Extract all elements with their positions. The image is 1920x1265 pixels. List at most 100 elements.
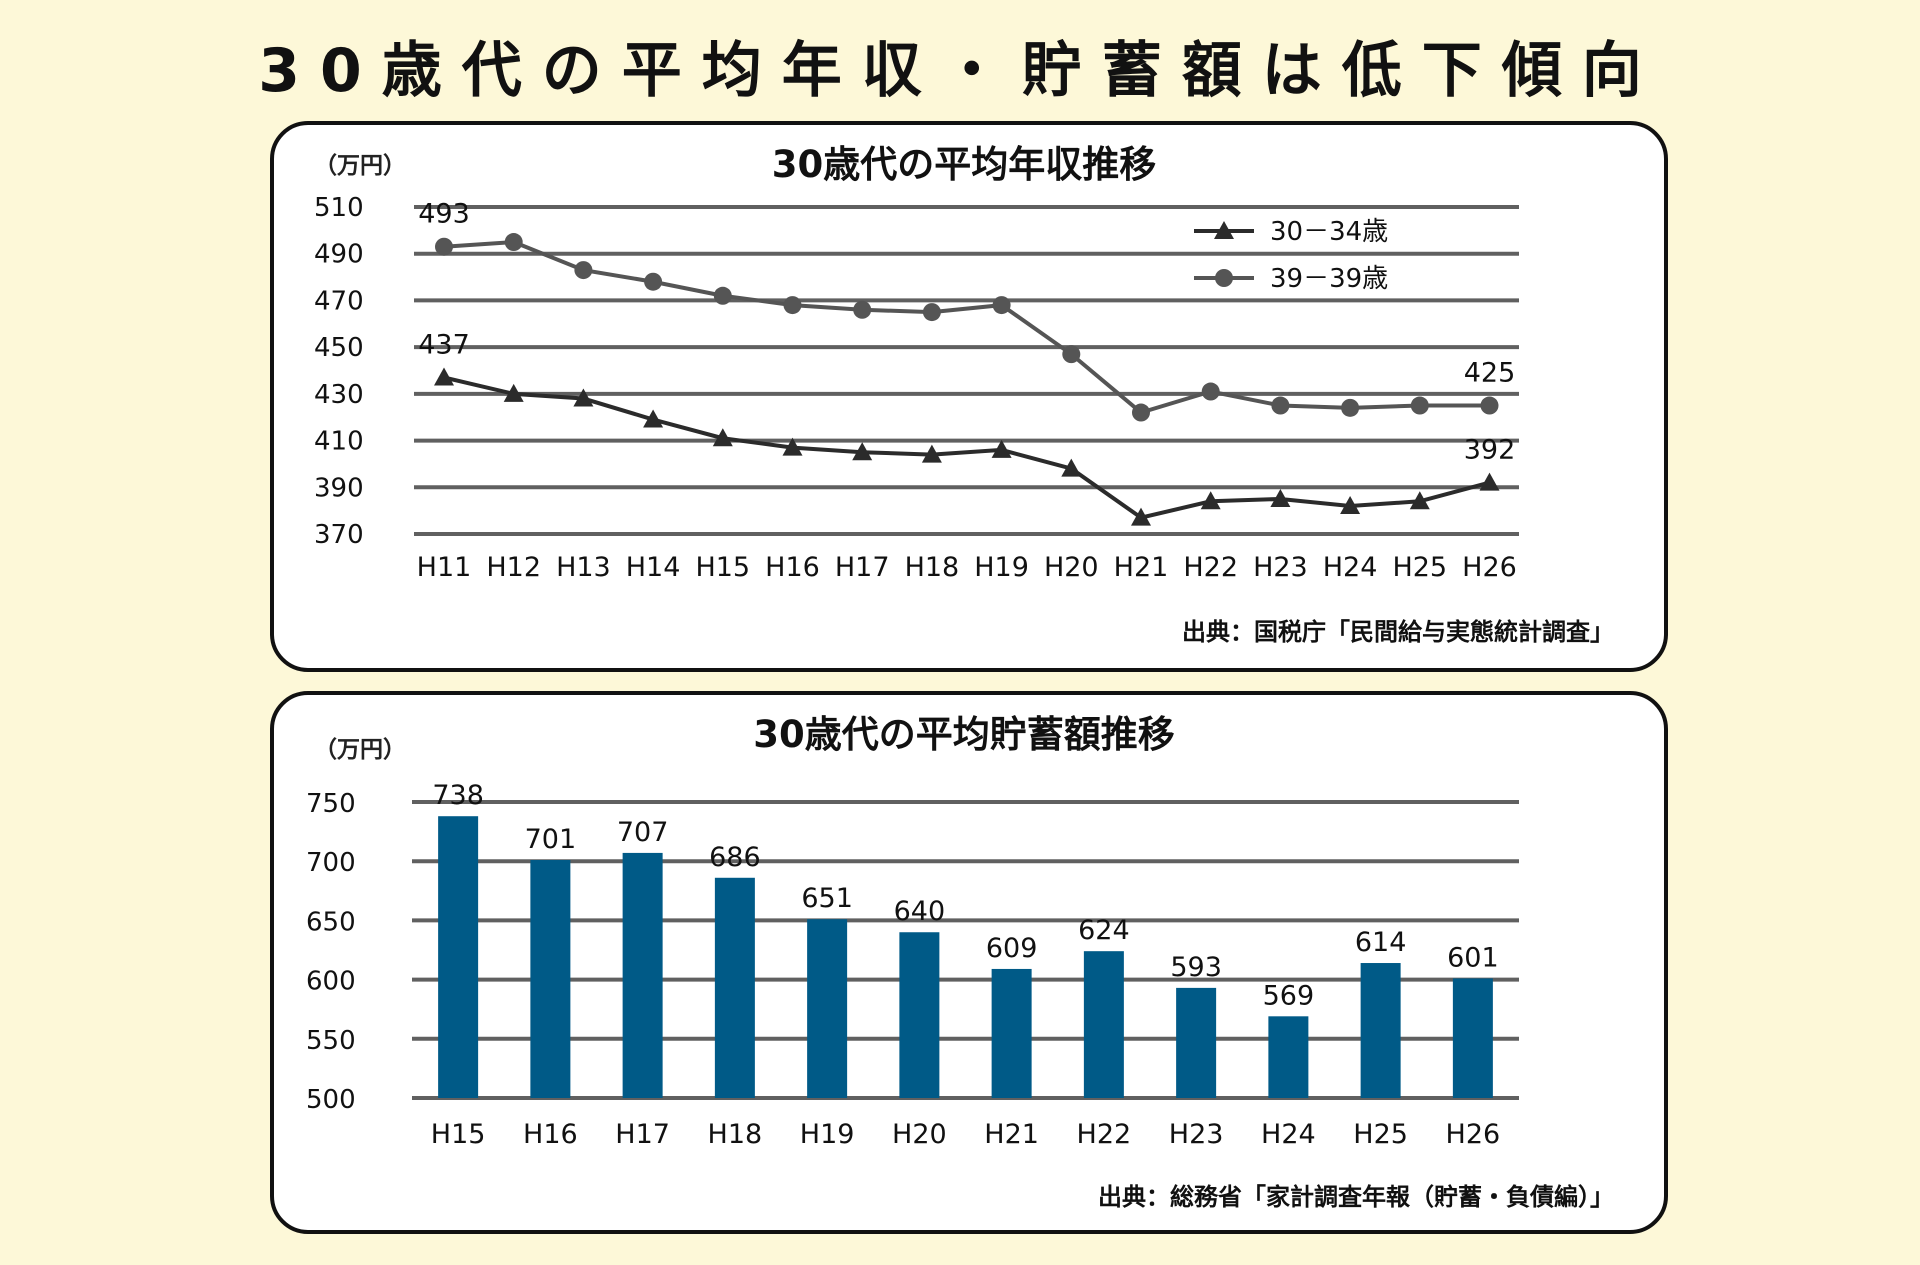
series-line [443, 240, 1490, 415]
y-tick-label: 500 [306, 1085, 356, 1115]
data-point [1270, 488, 1291, 507]
data-label: 437 [418, 330, 470, 361]
bar [1360, 963, 1401, 1098]
income-unit-label: （万円） [314, 152, 406, 179]
x-tick-label: H21 [984, 1119, 1039, 1150]
bar [807, 919, 848, 1098]
data-point [1340, 495, 1361, 514]
data-point [1132, 403, 1150, 422]
data-point [1061, 458, 1082, 477]
bar [1176, 987, 1217, 1098]
data-point [991, 439, 1012, 458]
savings-source-note: 出典：総務省「家計調査年報（貯蓄・負債編）」 [1098, 1183, 1614, 1211]
x-tick-label: H22 [1183, 552, 1238, 583]
x-tick-label: H24 [1323, 552, 1378, 583]
data-point [1479, 472, 1500, 491]
data-label: 640 [894, 896, 946, 927]
data-point [1480, 396, 1499, 415]
bar [991, 968, 1032, 1098]
x-tick-label: H20 [892, 1119, 947, 1150]
x-tick-label: H25 [1392, 552, 1447, 583]
income-chart-panel: 30歳代の平均年収推移 （万円） 出典：国税庁「民間給与実態統計調査」 370 3… [270, 121, 1668, 672]
data-point [574, 261, 593, 280]
data-label: 624 [1078, 915, 1130, 946]
legend-label: 39－39歳 [1270, 264, 1388, 294]
y-tick-label: 550 [306, 1026, 356, 1056]
series-line [443, 375, 1491, 520]
x-tick-label: H25 [1353, 1119, 1408, 1150]
income-source-note: 出典：国税庁「民間給与実態統計調査」 [1182, 618, 1614, 646]
x-tick-label: H26 [1462, 552, 1517, 583]
data-point [782, 437, 803, 456]
bar [1452, 978, 1493, 1098]
y-tick-label: 430 [314, 380, 364, 410]
data-label: 707 [617, 817, 669, 848]
x-tick-label: H17 [835, 552, 890, 583]
y-tick-label: 490 [314, 240, 364, 270]
data-point [434, 367, 454, 386]
income-line-chart: 30歳代の平均年収推移 （万円） 出典：国税庁「民間給与実態統計調査」 370 3… [314, 143, 1614, 646]
x-tick-label: H18 [708, 1119, 763, 1150]
data-label: 701 [525, 824, 577, 855]
y-tick-label: 370 [314, 520, 364, 550]
y-tick-label: 410 [314, 427, 364, 457]
x-tick-label: H15 [431, 1119, 486, 1150]
data-point [922, 303, 941, 322]
data-point [1062, 345, 1081, 364]
data-point [644, 272, 663, 291]
data-point [503, 383, 524, 402]
x-tick-label: H17 [615, 1119, 670, 1150]
data-point [435, 237, 453, 256]
savings-chart-panel: 30歳代の平均貯蓄額推移 （万円） 出典：総務省「家計調査年報（貯蓄・負債編）」… [270, 691, 1668, 1234]
data-point [1200, 491, 1221, 510]
x-tick-label: H21 [1114, 552, 1169, 583]
data-point [1410, 396, 1429, 415]
data-point [1201, 382, 1220, 401]
x-tick-label: H18 [905, 552, 960, 583]
data-point [1271, 396, 1290, 415]
data-point [1131, 507, 1151, 526]
data-label: 686 [709, 842, 761, 873]
data-point [852, 442, 873, 461]
data-label: 609 [986, 933, 1038, 964]
y-tick-label: 750 [306, 789, 356, 819]
y-tick-label: 470 [314, 286, 364, 316]
data-point [1341, 398, 1360, 417]
savings-unit-label: （万円） [314, 736, 406, 763]
income-chart-title: 30歳代の平均年収推移 [772, 143, 1157, 186]
data-point [712, 428, 733, 447]
x-tick-label: H19 [974, 552, 1029, 583]
y-tick-label: 650 [306, 907, 356, 937]
x-tick-label: H20 [1044, 552, 1099, 583]
x-tick-label: H13 [556, 552, 611, 583]
data-label: 601 [1447, 942, 1499, 973]
x-tick-label: H14 [626, 552, 681, 583]
y-tick-label: 450 [314, 333, 364, 363]
bar [714, 877, 755, 1098]
data-label: 614 [1355, 927, 1407, 958]
data-point [573, 388, 594, 407]
data-label: 425 [1464, 358, 1516, 389]
data-point [1409, 491, 1430, 510]
savings-chart-title: 30歳代の平均貯蓄額推移 [753, 713, 1175, 756]
y-tick-label: 510 [314, 193, 364, 223]
data-point [504, 233, 523, 252]
x-tick-label: H16 [765, 552, 820, 583]
bar [899, 932, 940, 1098]
bar [530, 860, 571, 1098]
savings-bar-chart: 30歳代の平均貯蓄額推移 （万円） 出典：総務省「家計調査年報（貯蓄・負債編）」… [306, 713, 1614, 1211]
data-point [643, 409, 664, 428]
x-tick-label: H23 [1169, 1119, 1224, 1150]
bar [438, 816, 479, 1098]
x-tick-label: H19 [800, 1119, 855, 1150]
data-point [853, 300, 872, 319]
data-point [783, 296, 802, 315]
data-label: 651 [801, 883, 853, 914]
legend-label: 30－34歳 [1270, 217, 1388, 247]
bar [1083, 951, 1124, 1098]
y-tick-label: 700 [306, 848, 356, 878]
data-point [921, 444, 942, 463]
data-label: 738 [432, 780, 484, 811]
x-tick-label: H16 [523, 1119, 578, 1150]
bar [622, 852, 663, 1098]
